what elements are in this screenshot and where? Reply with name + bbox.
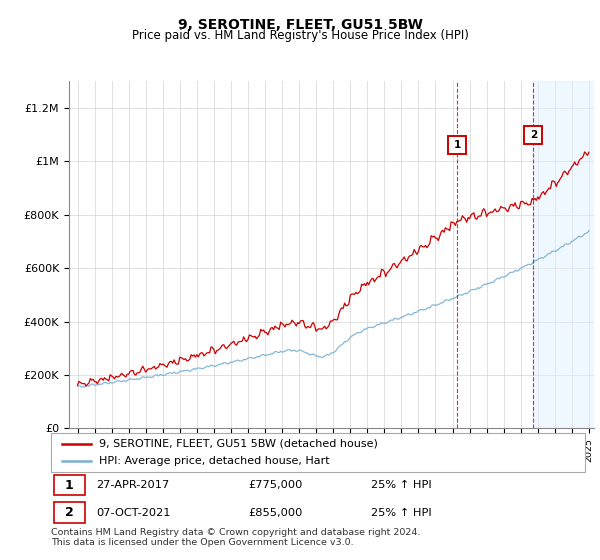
Text: 2: 2 [65,506,74,519]
FancyBboxPatch shape [53,475,85,496]
Text: 25% ↑ HPI: 25% ↑ HPI [371,480,432,491]
Bar [533,81,598,428]
Text: Contains HM Land Registry data © Crown copyright and database right 2024.
This d: Contains HM Land Registry data © Crown c… [51,528,421,547]
Text: 07-OCT-2021: 07-OCT-2021 [97,507,171,517]
Text: 1: 1 [65,479,74,492]
Text: 9, SEROTINE, FLEET, GU51 5BW: 9, SEROTINE, FLEET, GU51 5BW [178,18,422,32]
FancyBboxPatch shape [53,502,85,522]
Text: Price paid vs. HM Land Registry's House Price Index (HPI): Price paid vs. HM Land Registry's House … [131,29,469,42]
Text: 27-APR-2017: 27-APR-2017 [97,480,170,491]
Text: 9, SEROTINE, FLEET, GU51 5BW (detached house): 9, SEROTINE, FLEET, GU51 5BW (detached h… [99,438,378,449]
Text: £855,000: £855,000 [248,507,303,517]
FancyBboxPatch shape [51,433,585,472]
Text: £775,000: £775,000 [248,480,303,491]
Text: 1: 1 [454,141,461,150]
Text: 25% ↑ HPI: 25% ↑ HPI [371,507,432,517]
Text: HPI: Average price, detached house, Hart: HPI: Average price, detached house, Hart [99,456,329,466]
Text: 2: 2 [530,129,537,139]
